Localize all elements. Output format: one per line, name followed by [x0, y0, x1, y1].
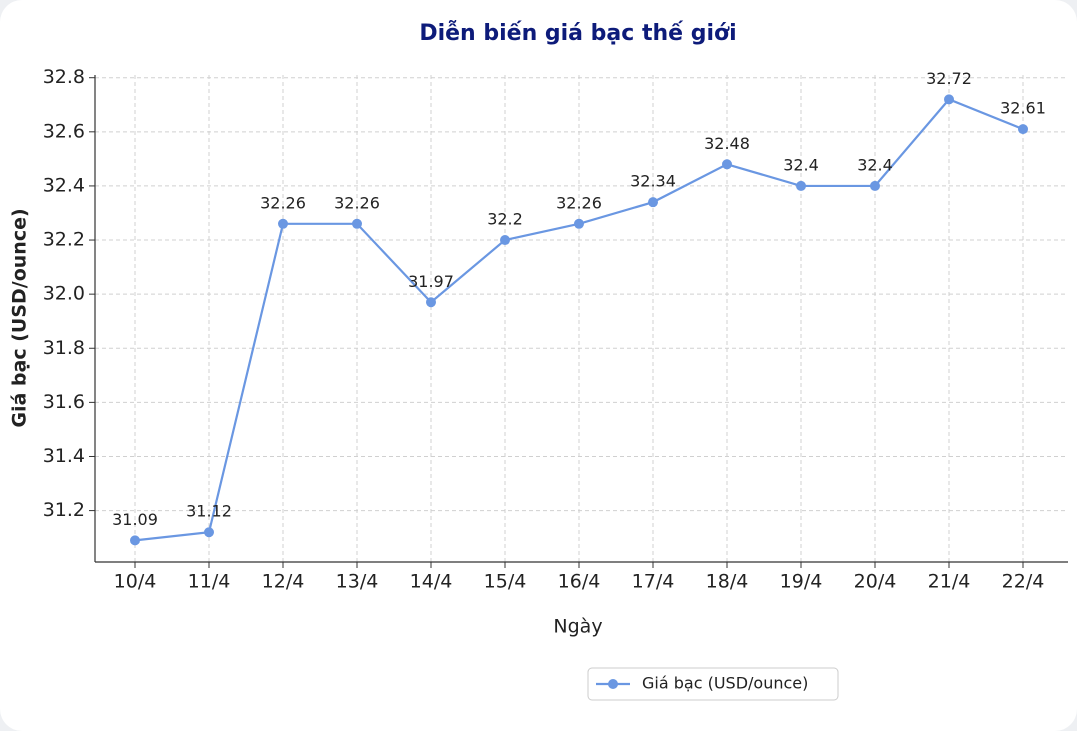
x-tick-label: 15/4 — [484, 571, 527, 593]
y-tick-label: 32.6 — [43, 120, 85, 142]
x-tick-label: 20/4 — [854, 571, 897, 593]
legend-label: Giá bạc (USD/ounce) — [642, 674, 808, 693]
x-tick-label: 10/4 — [114, 571, 157, 593]
data-label: 32.26 — [556, 193, 602, 212]
x-axis-label: Ngày — [553, 616, 602, 638]
x-tick-label: 19/4 — [780, 571, 823, 593]
y-tick-label: 31.6 — [43, 391, 85, 413]
data-label: 32.26 — [334, 193, 380, 212]
legend-box — [587, 667, 839, 701]
x-tick-label: 17/4 — [632, 571, 675, 593]
data-point — [648, 197, 658, 208]
y-tick-label: 32.8 — [43, 66, 85, 88]
data-point — [796, 180, 806, 191]
data-point — [944, 94, 954, 105]
data-point — [426, 297, 436, 308]
data-label: 32.2 — [487, 210, 523, 229]
x-tick-label: 14/4 — [410, 571, 453, 593]
y-tick-label: 31.4 — [43, 445, 85, 467]
data-point — [278, 218, 288, 229]
x-tick-label: 12/4 — [262, 571, 305, 593]
y-axis-label: Giá bạc (USD/ounce) — [9, 208, 31, 427]
data-label: 32.34 — [630, 172, 676, 191]
x-tick-label: 16/4 — [558, 571, 601, 593]
data-label: 31.09 — [112, 510, 158, 529]
x-tick-label: 22/4 — [1002, 571, 1045, 593]
data-point — [204, 527, 214, 538]
data-label: 32.48 — [704, 134, 750, 153]
y-tick-label: 31.2 — [43, 499, 85, 521]
data-point — [870, 180, 880, 191]
data-point — [722, 159, 732, 170]
data-point — [574, 218, 584, 229]
data-label: 32.26 — [260, 193, 306, 212]
y-tick-label: 32.2 — [43, 229, 85, 251]
data-label: 32.72 — [926, 69, 972, 88]
y-tick-label: 31.8 — [43, 337, 85, 359]
x-tick-label: 18/4 — [706, 571, 749, 593]
data-point — [500, 235, 510, 246]
data-point — [1018, 124, 1028, 135]
data-label: 32.61 — [1000, 99, 1046, 118]
chart-title: Diễn biến giá bạc thế giới — [419, 21, 736, 46]
x-tick-label: 13/4 — [336, 571, 379, 593]
y-tick-label: 32.0 — [43, 283, 85, 305]
data-label: 31.97 — [408, 272, 454, 291]
data-label: 31.12 — [186, 502, 232, 521]
x-tick-label: 21/4 — [928, 571, 971, 593]
legend-marker — [608, 679, 618, 689]
data-label: 32.4 — [783, 155, 819, 174]
data-point — [130, 535, 140, 546]
x-tick-label: 11/4 — [188, 571, 231, 593]
data-label: 32.4 — [857, 155, 893, 174]
data-point — [352, 218, 362, 229]
y-tick-label: 32.4 — [43, 174, 85, 196]
